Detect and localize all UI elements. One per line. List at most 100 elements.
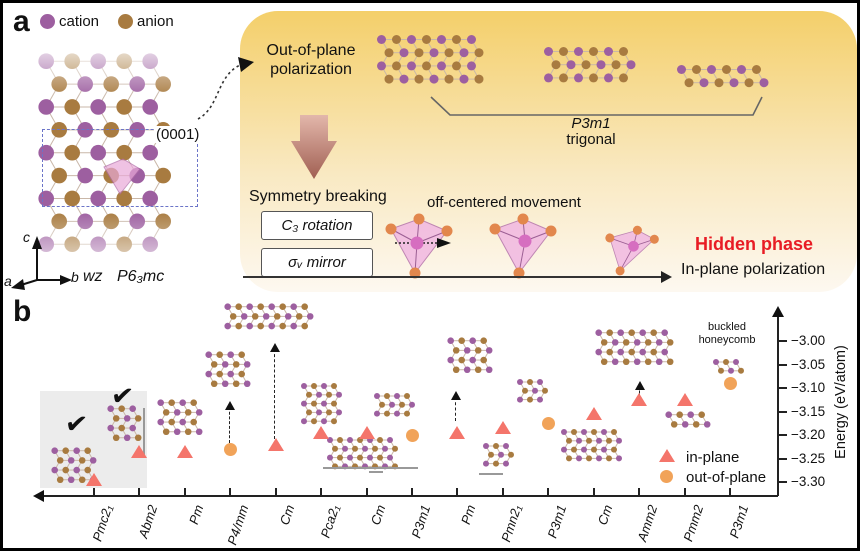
in-plane-arrowhead-icon: [661, 271, 672, 283]
out-of-plane-title: Out-of-plane polarization: [251, 41, 371, 79]
space-group-wz-label: P6₃mc: [117, 268, 165, 285]
trigonal-structure-3: [671, 59, 778, 101]
sigma-mirror-box: σᵥ mirror: [261, 248, 373, 277]
data-point-in-plane: [494, 421, 511, 435]
structure-Cm2: [323, 433, 405, 480]
legend-in-plane-marker-icon: [659, 449, 675, 462]
anion-dot-icon: [118, 14, 133, 29]
y-tick: [779, 481, 787, 483]
hidden-phase-label: Hidden phase: [695, 234, 814, 254]
dashed-arrow: [229, 407, 230, 443]
deco-line: [323, 467, 418, 469]
trigonal-system: trigonal: [566, 131, 616, 148]
anion-legend-label: anion: [137, 13, 174, 30]
out-of-plane-line2: polarization: [270, 61, 352, 79]
check-icon: ✔: [63, 407, 90, 441]
structure-Pca21: [297, 379, 349, 435]
x-tick-label: Pca2₁: [317, 503, 343, 540]
check-icon: ✔: [109, 379, 136, 413]
sigma-mirror-label: σᵥ mirror: [288, 254, 346, 271]
panel-b-label: b: [13, 295, 32, 328]
y-tick-label: −3.00: [791, 333, 826, 348]
x-axis-arrowhead-icon: [33, 490, 44, 502]
legend-out-of-plane-marker-icon: [660, 470, 673, 483]
data-point-in-plane: [676, 393, 693, 407]
plane-label: (0001): [154, 126, 202, 143]
structure-Amm2: [591, 325, 681, 376]
cation-dot-icon: [40, 14, 55, 29]
buckled-line1: buckled: [708, 321, 746, 333]
deco-line: [369, 471, 383, 473]
dashed-arrowhead-icon: [635, 381, 645, 390]
data-point-in-plane: [267, 437, 284, 451]
y-tick: [779, 434, 787, 436]
y-tick: [779, 363, 787, 366]
x-tick-label: P3m1: [544, 503, 570, 540]
y-axis-arrowhead-icon: [772, 306, 784, 317]
axis-c-label: c: [23, 229, 30, 245]
y-tick: [779, 410, 787, 413]
tetrahedron-3: [605, 225, 659, 276]
c3-rotation-box: C₃ rotation: [261, 211, 373, 240]
axis-b-label: b: [71, 269, 79, 285]
y-tick: [779, 387, 787, 389]
data-point-in-plane: [176, 444, 193, 458]
y-tick-label: −3.10: [791, 380, 826, 395]
off-centered-label: off-centered movement: [427, 194, 581, 211]
tetrahedron-2: [489, 213, 557, 279]
wz-label: wz: [83, 268, 103, 285]
deco-line: [143, 408, 145, 456]
x-tick-label: Pmm2: [679, 503, 706, 544]
data-point-in-plane: [449, 426, 466, 439]
x-tick-label: Pmc2₁: [89, 503, 116, 544]
axis-a-label: a: [4, 273, 12, 289]
y-tick-label: −3.05: [791, 356, 826, 372]
y-tick-label: −3.25: [791, 450, 826, 466]
in-plane-polarization-label: In-plane polarization: [681, 261, 826, 278]
x-tick-label: Pm: [185, 503, 207, 527]
y-tick: [779, 457, 787, 460]
trigonal-structure-2: [538, 41, 645, 96]
structure-Pmm2: [661, 407, 718, 439]
trigonal-structure-1: [371, 29, 493, 97]
y-axis-title: Energy (eV/atom): [833, 345, 849, 459]
data-point-out-of-plane: [541, 416, 555, 430]
tetrahedron-highlight: [103, 158, 141, 195]
x-tick-label: Pm: [458, 503, 479, 527]
dashed-arrowhead-icon: [225, 401, 235, 410]
down-arrow-icon: [291, 115, 337, 179]
dashed-arrow: [639, 387, 640, 397]
data-point-out-of-plane: [405, 428, 419, 442]
tetrahedron-1: [385, 213, 453, 279]
c3-rotation-label: C₃ rotation: [281, 217, 353, 234]
data-point-out-of-plane: [223, 442, 237, 456]
x-tick-label: Cm: [594, 503, 615, 527]
axis-triad-icon: [11, 236, 72, 290]
curved-dotted-arrow: [197, 57, 254, 120]
y-tick-label: −3.20: [791, 427, 826, 442]
x-tick-label: Cm: [276, 503, 297, 527]
buckled-honeycomb-annotation: buckled honeycomb: [691, 321, 763, 347]
structure-P4mm: [201, 347, 258, 398]
dashed-arrow: [455, 397, 456, 421]
data-point-in-plane: [585, 407, 602, 421]
in-plane-axis-line: [243, 276, 665, 278]
structure-Cm1: [220, 299, 321, 341]
y-tick-label: −3.15: [791, 403, 826, 419]
x-tick-label: Abm2: [135, 503, 161, 540]
structure-Pm2: [443, 333, 500, 384]
out-of-plane-line1: Out-of-plane: [266, 42, 356, 59]
x-axis-line: [41, 495, 778, 497]
x-tick-label: P4/mm: [224, 503, 252, 547]
fade-overlay: [23, 211, 183, 281]
y-tick: [779, 340, 787, 342]
structure-Cm3: [557, 425, 629, 472]
cation-legend-label: cation: [59, 13, 100, 30]
y-axis-line: [777, 315, 779, 496]
dashed-arrowhead-icon: [270, 343, 280, 352]
fade-overlay: [23, 37, 183, 99]
structure-Abm2: [103, 401, 149, 452]
out-of-plane-panel: [240, 11, 857, 292]
y-tick-label: −3.30: [791, 474, 826, 489]
